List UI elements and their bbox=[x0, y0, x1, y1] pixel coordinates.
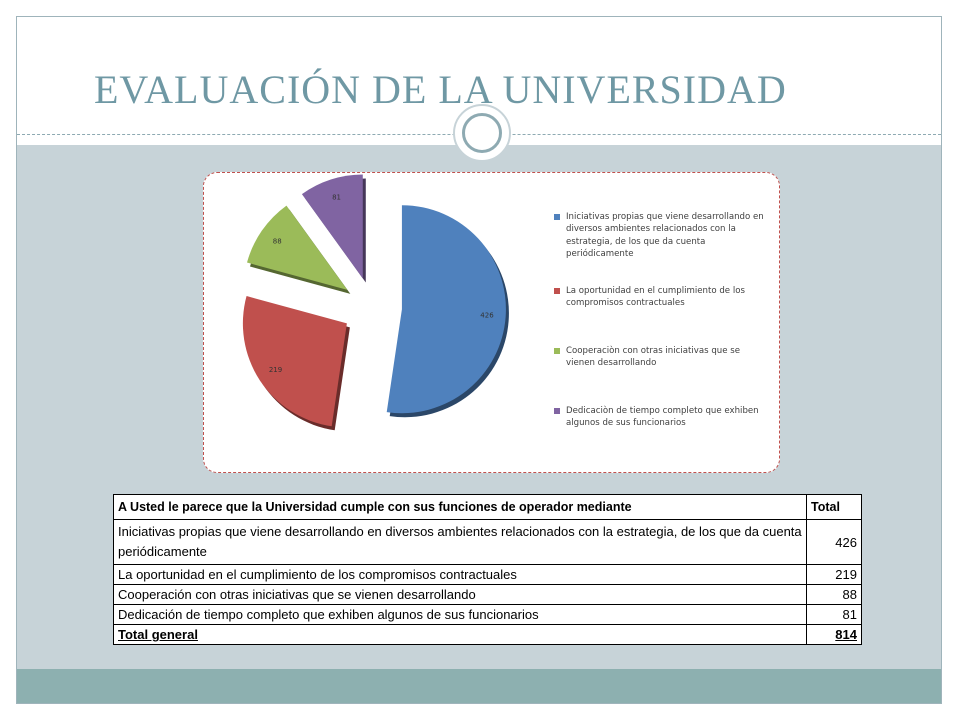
footer-band bbox=[17, 669, 941, 703]
pie-chart: 426 219 88 81 bbox=[242, 174, 509, 431]
legend-entry: Dedicaciòn de tiempo completo que exhibe… bbox=[554, 405, 764, 430]
row-label: Cooperación con otras iniciativas que se… bbox=[113, 584, 807, 605]
pie-data-label: 426 bbox=[480, 311, 494, 319]
legend-label: Iniciativas propias que viene desarrolla… bbox=[566, 212, 764, 260]
total-label: Total general bbox=[113, 624, 807, 645]
legend-entry: Iniciativas propias que viene desarrolla… bbox=[554, 211, 764, 285]
slide-title: EVALUACIÓN DE LA UNIVERSIDAD bbox=[94, 67, 787, 112]
row-label: Iniciativas propias que viene desarrolla… bbox=[113, 519, 807, 565]
row-label: La oportunidad en el cumplimiento de los… bbox=[113, 564, 807, 585]
row-value: 426 bbox=[806, 519, 862, 565]
table-row: Cooperación con otras iniciativas que se… bbox=[113, 584, 862, 605]
table-row: La oportunidad en el cumplimiento de los… bbox=[113, 564, 862, 585]
chart-legend: Iniciativas propias que viene desarrolla… bbox=[554, 211, 764, 430]
legend-label: Dedicaciòn de tiempo completo que exhibe… bbox=[566, 406, 759, 429]
total-value: 814 bbox=[806, 624, 862, 645]
circle-ornament-icon bbox=[453, 104, 511, 162]
row-value: 88 bbox=[806, 584, 862, 605]
pie-data-label: 88 bbox=[273, 237, 282, 245]
table-header-row: A Usted le parece que la Universidad cum… bbox=[113, 494, 862, 520]
legend-label: La oportunidad en el cumplimiento de los… bbox=[566, 286, 745, 309]
pie-slice bbox=[386, 205, 506, 414]
table-row: Iniciativas propias que viene desarrolla… bbox=[113, 519, 862, 565]
legend-entry: Cooperaciòn con otras iniciativas que se… bbox=[554, 345, 764, 405]
table-total-row: Total general 814 bbox=[113, 624, 862, 645]
pie-slice bbox=[301, 174, 363, 279]
legend-swatch bbox=[554, 288, 560, 294]
legend-label: Cooperaciòn con otras iniciativas que se… bbox=[566, 346, 741, 369]
legend-swatch bbox=[554, 214, 560, 220]
pie-slice bbox=[247, 205, 348, 290]
results-table: A Usted le parece que la Universidad cum… bbox=[113, 494, 862, 645]
header-total: Total bbox=[806, 494, 862, 520]
table-row: Dedicación de tiempo completo que exhibe… bbox=[113, 604, 862, 625]
header-question: A Usted le parece que la Universidad cum… bbox=[113, 494, 807, 520]
pie-chart-panel: 426 219 88 81 Iniciativas propias que viene… bbox=[203, 172, 780, 473]
row-label: Dedicación de tiempo completo que exhibe… bbox=[113, 604, 807, 625]
legend-swatch bbox=[554, 408, 560, 414]
pie-data-label: 81 bbox=[332, 193, 341, 201]
legend-entry: La oportunidad en el cumplimiento de los… bbox=[554, 285, 764, 345]
legend-swatch bbox=[554, 348, 560, 354]
row-value: 219 bbox=[806, 564, 862, 585]
pie-slice bbox=[242, 296, 347, 427]
pie-data-label: 219 bbox=[269, 366, 282, 374]
row-value: 81 bbox=[806, 604, 862, 625]
